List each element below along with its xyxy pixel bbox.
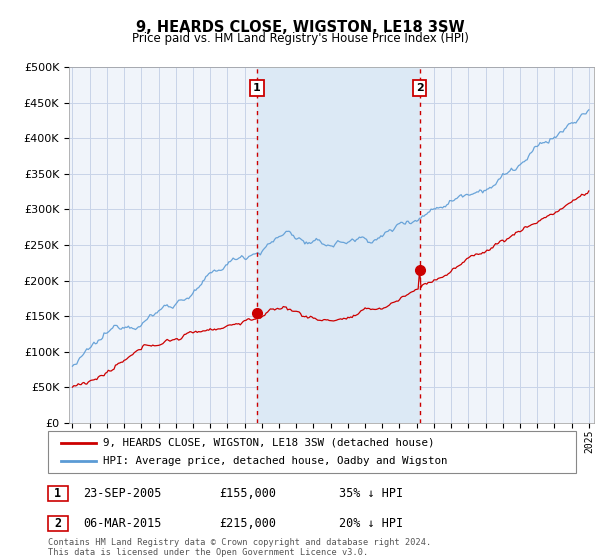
Text: 2: 2 xyxy=(416,83,424,93)
Text: Contains HM Land Registry data © Crown copyright and database right 2024.
This d: Contains HM Land Registry data © Crown c… xyxy=(48,538,431,557)
Text: HPI: Average price, detached house, Oadby and Wigston: HPI: Average price, detached house, Oadb… xyxy=(103,456,448,466)
Text: £215,000: £215,000 xyxy=(219,517,276,530)
Text: Price paid vs. HM Land Registry's House Price Index (HPI): Price paid vs. HM Land Registry's House … xyxy=(131,32,469,45)
Text: 20% ↓ HPI: 20% ↓ HPI xyxy=(339,517,403,530)
Text: 35% ↓ HPI: 35% ↓ HPI xyxy=(339,487,403,500)
Text: 9, HEARDS CLOSE, WIGSTON, LE18 3SW (detached house): 9, HEARDS CLOSE, WIGSTON, LE18 3SW (deta… xyxy=(103,438,435,448)
Text: 06-MAR-2015: 06-MAR-2015 xyxy=(83,517,161,530)
Text: 23-SEP-2005: 23-SEP-2005 xyxy=(83,487,161,500)
Text: 1: 1 xyxy=(253,83,261,93)
Text: 2: 2 xyxy=(55,517,61,530)
Bar xyxy=(257,67,419,423)
Text: £155,000: £155,000 xyxy=(219,487,276,500)
Text: 9, HEARDS CLOSE, WIGSTON, LE18 3SW: 9, HEARDS CLOSE, WIGSTON, LE18 3SW xyxy=(136,20,464,35)
Text: 1: 1 xyxy=(55,487,61,500)
